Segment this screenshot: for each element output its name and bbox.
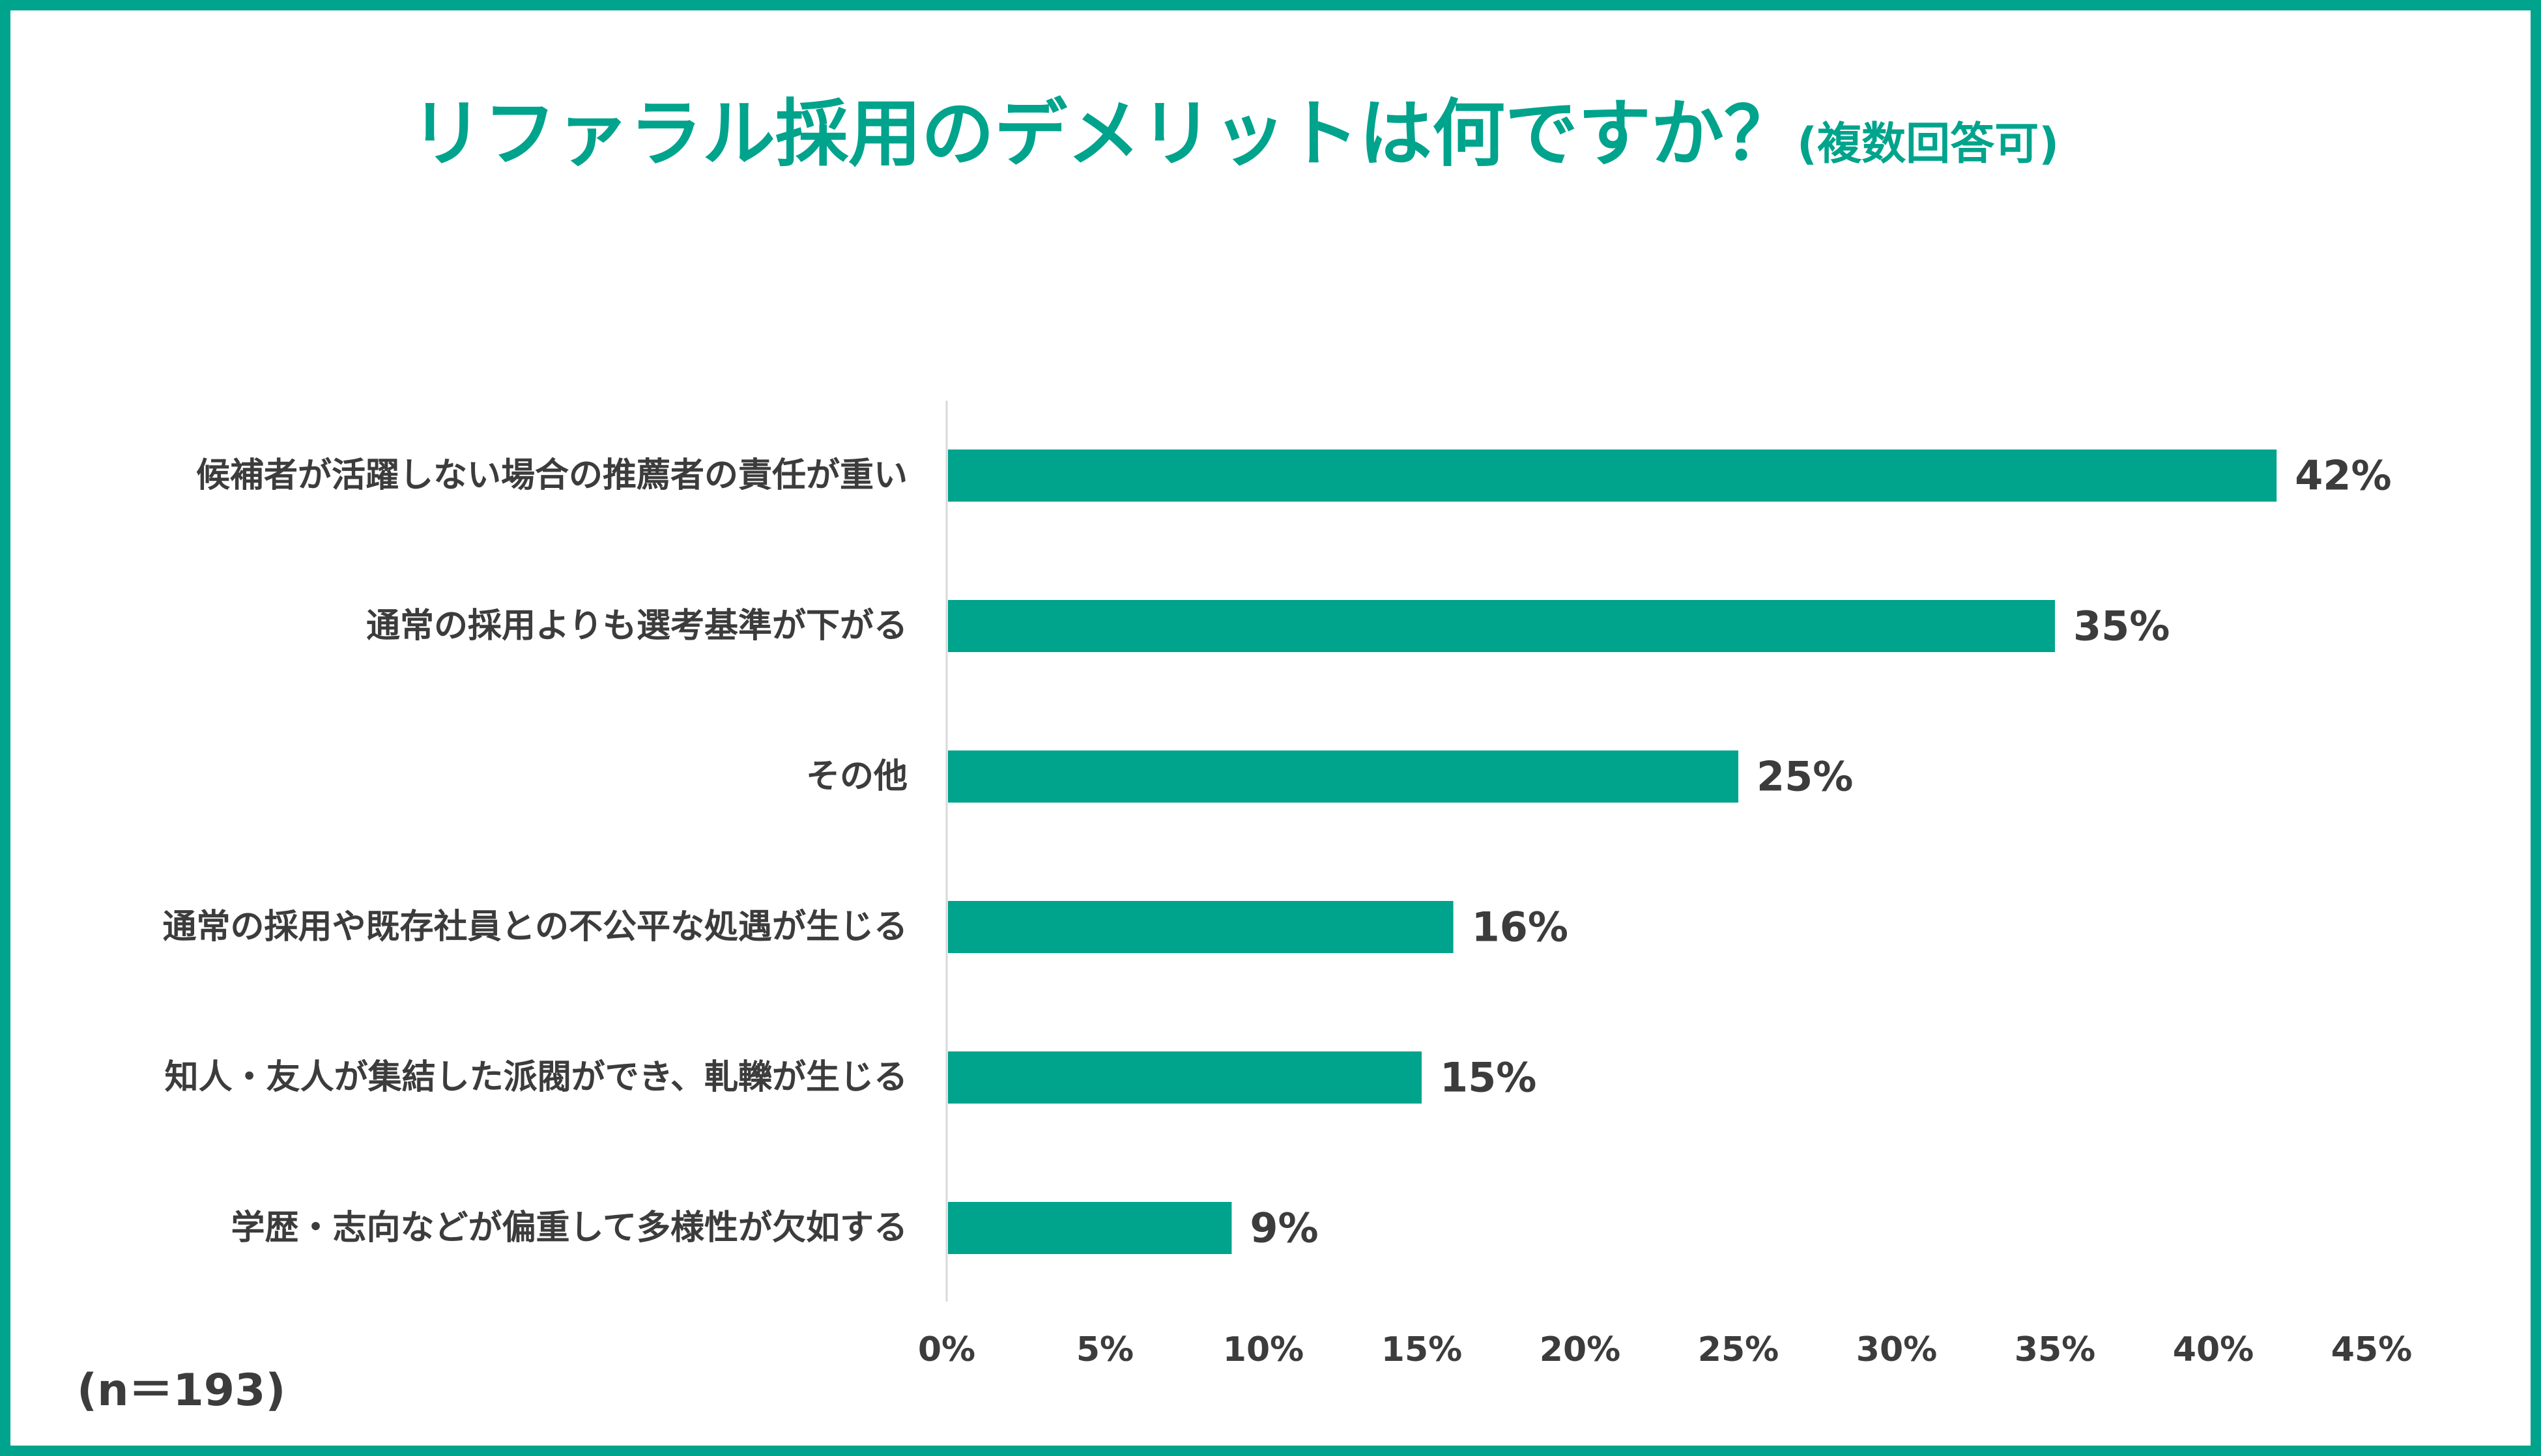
data-label: 16%: [1472, 904, 1568, 951]
category-label: 通常の採用よりも選考基準が下がる: [366, 607, 908, 646]
category-label: 通常の採用や既存社員との不公平な処遇が生じる: [163, 907, 908, 947]
chart-title: リファラル採用のデメリットは何ですか？(複数回答可): [410, 98, 2059, 171]
x-tick-label: 0%: [918, 1330, 975, 1369]
bar: [948, 1051, 1422, 1104]
data-label: 15%: [1440, 1054, 1536, 1102]
x-tick-label: 30%: [1856, 1330, 1937, 1369]
category-label: その他: [806, 757, 908, 796]
x-tick-label: 35%: [2015, 1330, 2095, 1369]
x-tick-label: 40%: [2173, 1330, 2254, 1369]
title-main: リファラル採用のデメリットは何ですか？: [410, 92, 1797, 177]
bar: [948, 901, 1454, 953]
sample-size-note: (n＝193): [77, 1365, 286, 1416]
bar: [948, 450, 2277, 502]
category-label: 候補者が活躍しない場合の推薦者の責任が重い: [196, 456, 908, 495]
x-tick-label: 45%: [2331, 1330, 2412, 1369]
x-tick-label: 10%: [1223, 1330, 1304, 1369]
x-tick-label: 20%: [1540, 1330, 1620, 1369]
data-label: 9%: [1250, 1205, 1318, 1252]
bar: [948, 1202, 1232, 1254]
category-label: 学歴・志向などが偏重して多様性が欠如する: [231, 1208, 908, 1248]
data-label: 42%: [2295, 452, 2391, 500]
category-label: 知人・友人が集結した派閥ができ、軋轢が生じる: [165, 1058, 908, 1097]
title-suffix: (複数回答可): [1797, 119, 2060, 170]
data-label: 25%: [1757, 753, 1853, 801]
bar: [948, 600, 2055, 652]
x-tick-label: 15%: [1381, 1330, 1462, 1369]
x-tick-label: 5%: [1076, 1330, 1134, 1369]
x-tick-label: 25%: [1698, 1330, 1779, 1369]
bar: [948, 750, 1738, 803]
data-label: 35%: [2073, 603, 2170, 650]
